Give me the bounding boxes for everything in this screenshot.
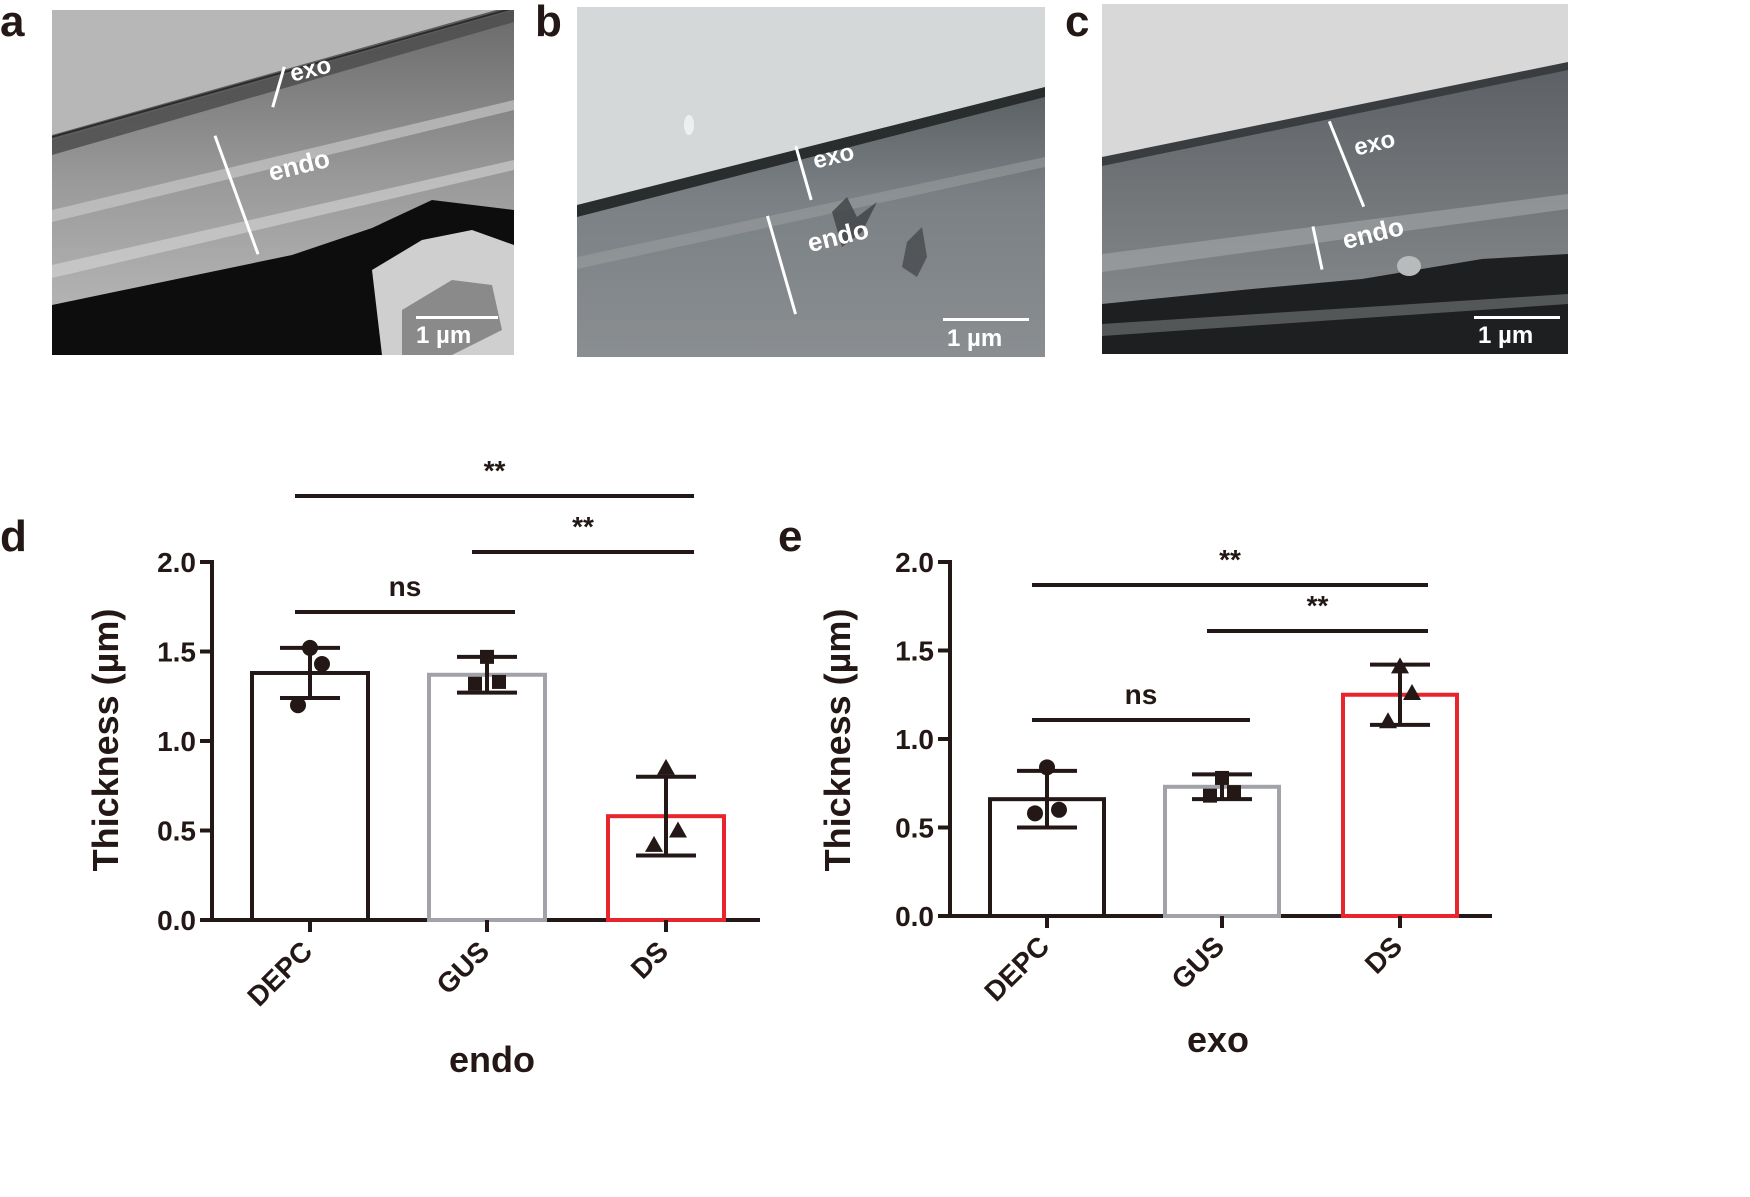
data-point (492, 674, 506, 689)
data-point (1227, 785, 1241, 800)
micrograph-c: exo endo 1 µm (1102, 4, 1568, 354)
y-tick-label: 1.0 (895, 724, 934, 755)
data-point (302, 639, 318, 656)
x-tick-label-depc: DEPC (978, 930, 1055, 1007)
significance-label: ns (1125, 679, 1158, 710)
y-tick-label: 1.5 (157, 637, 196, 668)
data-point (1039, 759, 1055, 776)
micrograph-a: exo endo 1 µm (52, 10, 514, 355)
y-tick-label: 0.5 (157, 816, 196, 847)
y-tick-label: 2.0 (895, 547, 934, 578)
bar-ds (1341, 692, 1459, 918)
panel-label-e: e (778, 512, 803, 561)
y-tick-label: 2.0 (157, 547, 196, 578)
data-point (1403, 683, 1421, 700)
data-point (645, 835, 663, 852)
y-axis-label: Thickness (µm) (817, 609, 858, 872)
significance-label: ** (484, 455, 506, 486)
panel-label-c: c (1065, 0, 1090, 46)
significance-label: ** (1307, 590, 1329, 621)
y-tick-label: 1.0 (157, 726, 196, 757)
micro-b-scale-label: 1 µm (947, 325, 1003, 352)
panel-label-b: b (535, 0, 562, 46)
y-axis-label: Thickness (µm) (85, 609, 126, 872)
y-tick-label: 0.0 (895, 901, 934, 932)
data-point (468, 676, 482, 691)
micro-a-scale-bar (416, 316, 498, 319)
data-point (1391, 657, 1409, 674)
data-point (657, 758, 675, 775)
panel-label-d: d (0, 512, 27, 561)
micro-b-scale-bar (943, 318, 1029, 321)
data-point (480, 649, 494, 664)
data-point (1379, 712, 1397, 729)
data-point (290, 697, 306, 714)
data-point (314, 656, 330, 673)
micro-c-scale-label: 1 µm (1478, 322, 1534, 349)
data-point (1027, 805, 1043, 822)
data-point (669, 821, 687, 838)
micro-c-scale-bar (1474, 316, 1560, 319)
panel-label-a: a (0, 0, 25, 46)
y-tick-label: 1.5 (895, 636, 934, 667)
x-axis-label: endo (449, 1039, 535, 1080)
data-point (1051, 801, 1067, 818)
significance-label: ** (572, 511, 594, 542)
x-tick-label-gus: GUS (1165, 930, 1230, 995)
bar-gus (1163, 784, 1281, 918)
y-tick-label: 0.5 (895, 813, 934, 844)
data-point (1215, 770, 1229, 785)
micro-a-scale-label: 1 µm (416, 322, 472, 349)
x-tick-label-ds: DS (1359, 930, 1408, 979)
significance-label: ns (389, 571, 422, 602)
y-tick-label: 0.0 (157, 905, 196, 936)
significance-label: ** (1219, 544, 1241, 575)
micrograph-b: exo endo 1 µm (577, 7, 1045, 357)
data-point (1203, 788, 1217, 803)
x-axis-label: exo (1187, 1019, 1249, 1060)
